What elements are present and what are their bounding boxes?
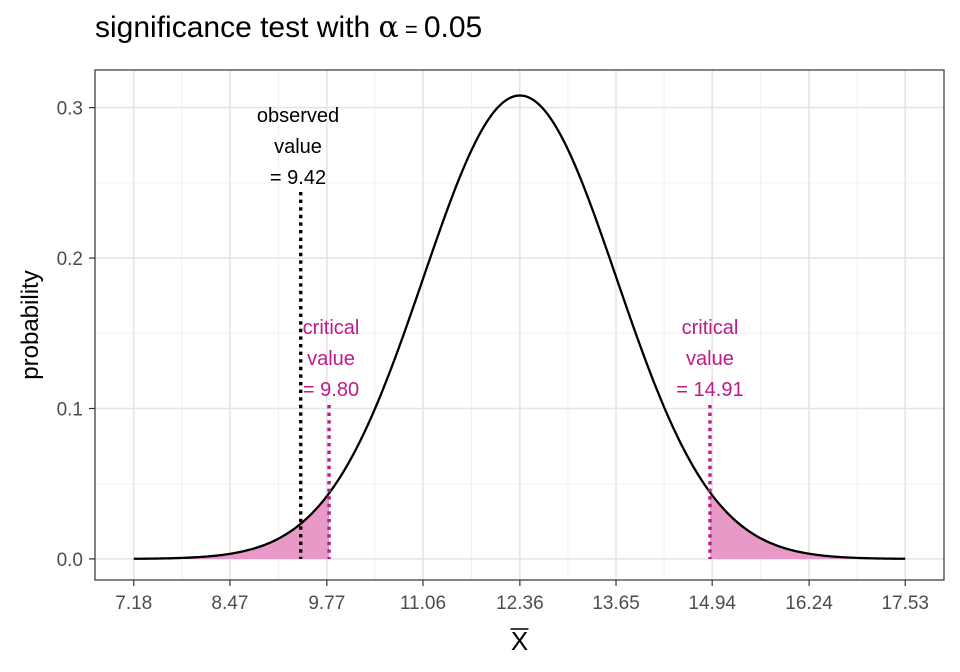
x-tick-label: 8.47: [211, 593, 248, 614]
annotation-label-2-line-3: = 9.80: [303, 379, 359, 401]
annotation-label-1-line-3: = 9.42: [270, 167, 326, 189]
x-tick-label: 14.94: [688, 593, 736, 614]
y-axis: 0.0 0.1 0.2 0.3: [57, 99, 95, 571]
x-tick-label: 9.77: [308, 593, 345, 614]
annotation-label-3-line-1: critical: [682, 317, 739, 339]
shaded-region-2: [709, 492, 906, 559]
y-axis-label: probability: [17, 270, 44, 379]
chart-title: significance test with α = 0.05: [95, 10, 483, 45]
x-tick-label: 7.18: [115, 593, 152, 614]
curve-layer: [133, 94, 906, 560]
grid-minor: [95, 70, 944, 580]
x-tick-label: 16.24: [785, 593, 833, 614]
annotation-label-1-line-1: observed: [257, 105, 339, 127]
density-curve: [133, 94, 906, 560]
y-tick-label: 0.0: [57, 550, 83, 571]
y-tick-label: 0.3: [57, 99, 83, 120]
grid-major: [95, 70, 944, 580]
annotation-label-3-line-3: = 14.91: [676, 379, 743, 401]
y-tick-label: 0.2: [57, 249, 83, 270]
x-axis-label: X: [511, 626, 528, 656]
x-tick-label: 11.06: [400, 593, 446, 614]
x-tick-label: 13.65: [592, 593, 640, 614]
annotation-label-2-line-1: critical: [303, 317, 360, 339]
x-axis: 7.18 8.47 9.77 11.06 12.36 13.65 14.94 16.24 17.…: [115, 580, 929, 614]
shaded-regions: [133, 492, 906, 559]
x-tick-label: 12.36: [496, 593, 544, 614]
x-tick-label: 17.53: [881, 593, 929, 614]
annotation-label-3-line-2: value: [686, 348, 734, 370]
annotations: observed value = 9.42 critical value = 9.80 cr…: [257, 105, 744, 559]
annotation-label-2-line-2: value: [307, 348, 355, 370]
annotation-label-1-line-2: value: [274, 136, 322, 158]
shaded-region-1: [133, 493, 330, 559]
y-tick-label: 0.1: [57, 399, 83, 420]
